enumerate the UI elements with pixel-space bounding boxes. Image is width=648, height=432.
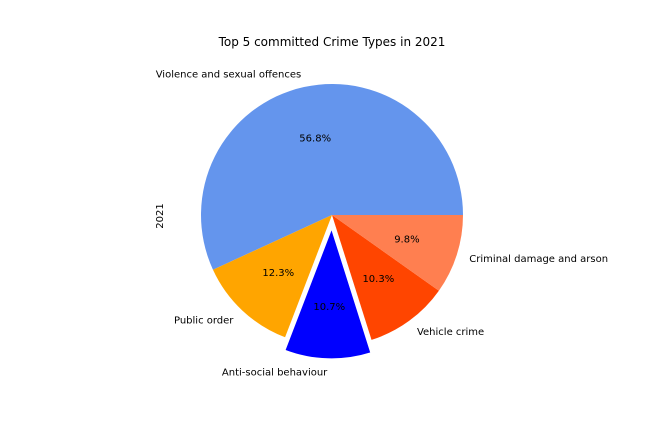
pie-slice bbox=[283, 225, 373, 360]
slice-label: Public order bbox=[174, 316, 234, 327]
slice-label: Violence and sexual offences bbox=[156, 70, 302, 81]
pie-labels: Violence and sexual offences 56.8% Public … bbox=[156, 70, 608, 379]
slice-label: Vehicle crime bbox=[417, 327, 484, 338]
y-axis-label: 2021 bbox=[155, 203, 166, 228]
pie-slice bbox=[201, 84, 464, 270]
pie-slice bbox=[332, 215, 439, 340]
pie-slices bbox=[201, 84, 464, 360]
slice-percent-label: 10.3% bbox=[362, 274, 394, 285]
pie-slice bbox=[332, 215, 463, 291]
slice-percent-label: 10.7% bbox=[313, 302, 345, 313]
pie-slice bbox=[212, 215, 332, 338]
slice-percent-label: 56.8% bbox=[299, 134, 331, 145]
slice-percent-label: 9.8% bbox=[394, 234, 419, 245]
chart-title: Top 5 committed Crime Types in 2021 bbox=[218, 35, 446, 49]
slice-label: Criminal damage and arson bbox=[469, 254, 608, 265]
slice-label: Anti-social behaviour bbox=[222, 368, 328, 379]
slice-percent-label: 12.3% bbox=[262, 268, 294, 279]
